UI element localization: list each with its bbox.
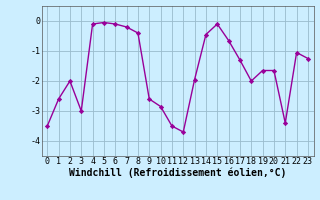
X-axis label: Windchill (Refroidissement éolien,°C): Windchill (Refroidissement éolien,°C) [69,168,286,178]
